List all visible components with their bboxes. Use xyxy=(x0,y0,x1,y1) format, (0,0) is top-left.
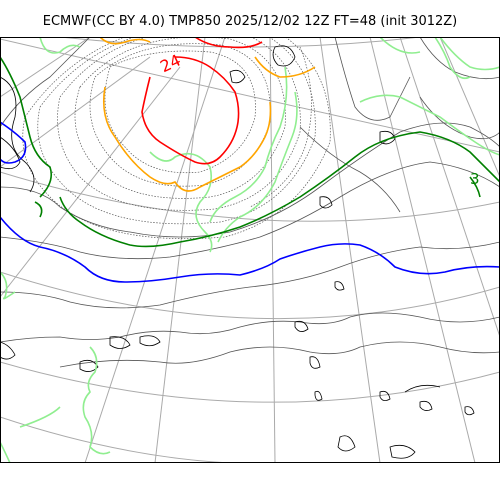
isotherm-orange xyxy=(99,37,316,192)
map-title: ECMWF(CC BY 4.0) TMP850 2025/12/02 12Z F… xyxy=(42,14,458,29)
map-frame xyxy=(0,37,500,463)
isotherm-red xyxy=(141,37,263,165)
gray-contours xyxy=(0,37,500,368)
contour-label-3: 3 xyxy=(470,170,480,188)
longitude-lines xyxy=(0,37,500,463)
isotherm-lightgreen xyxy=(0,37,500,463)
coastlines xyxy=(0,45,475,459)
temperature-map: 24 3 xyxy=(0,37,500,463)
isotherm-green xyxy=(0,56,500,248)
isotherm-zero xyxy=(0,121,500,283)
contour-label-24: 24 xyxy=(157,50,183,76)
